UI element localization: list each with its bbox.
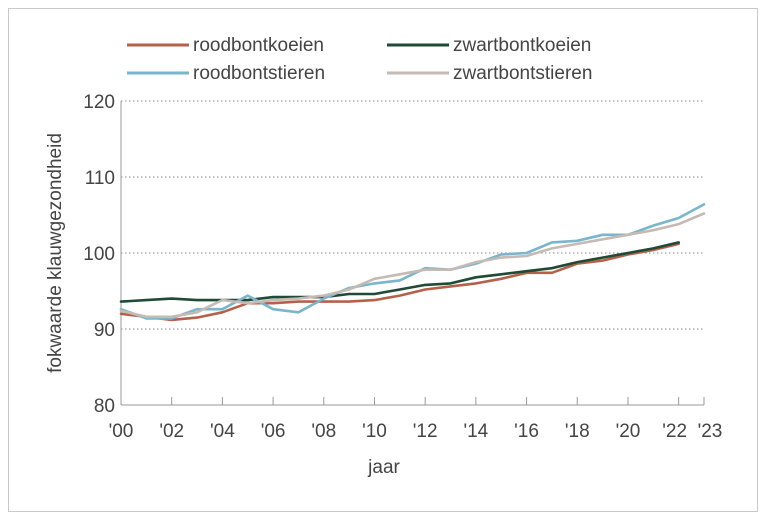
x-tick-label-2000: '00: [109, 421, 134, 442]
x-axis-title: jaar: [367, 457, 400, 478]
x-tick-label-2012: '12: [413, 421, 438, 442]
series-line-zwartbontstieren: [119, 212, 706, 319]
x-tick-label-2023: '23: [698, 421, 723, 442]
chart-frame: 80 90 100 110 120 '00 '02 '04 '06 '08 '10 '12 '14 '16…: [8, 8, 758, 512]
tick-labels: 80 90 100 110 120 '00 '02 '04 '06 '08 '10 '12 '14 '16…: [83, 92, 722, 442]
y-tick-label-120: 120: [83, 92, 115, 113]
y-axis-title: fokwaarde klauwgezondheid: [45, 133, 66, 373]
series-line-roodbontkoeien: [119, 242, 680, 322]
x-tick-label-2020: '20: [616, 421, 641, 442]
legend-label-zwartbontkoeien: zwartbontkoeien: [453, 35, 591, 56]
legend-label-roodbontkoeien: roodbontkoeien: [193, 35, 324, 56]
legend-label-zwartbontstieren: zwartbontstieren: [453, 63, 592, 84]
x-tick-label-2022: '22: [662, 421, 687, 442]
y-tick-label-100: 100: [83, 244, 115, 265]
x-tick-label-2006: '06: [261, 421, 286, 442]
series-lines: [119, 203, 706, 322]
x-tick-label-2018: '18: [565, 421, 590, 442]
x-tick-label-2010: '10: [362, 421, 387, 442]
y-tick-label-110: 110: [85, 168, 115, 189]
legend-label-roodbontstieren: roodbontstieren: [193, 63, 325, 84]
x-tick-label-2002: '02: [159, 421, 184, 442]
y-tick-label-90: 90: [94, 320, 115, 341]
x-tick-label-2016: '16: [514, 421, 539, 442]
series-line-zwartbontkoeien: [119, 241, 680, 303]
axes: [120, 101, 705, 406]
legend: roodbontkoeien zwartbontkoeien roodbontsti…: [127, 35, 592, 84]
x-tick-label-2008: '08: [311, 421, 336, 442]
line-chart: 80 90 100 110 120 '00 '02 '04 '06 '08 '10 '12 '14 '16…: [45, 35, 722, 478]
series-line-roodbontstieren: [119, 203, 706, 320]
y-tick-label-80: 80: [94, 396, 115, 417]
x-tick-label-2004: '04: [210, 421, 235, 442]
grid: [121, 100, 704, 330]
x-tick-label-2014: '14: [463, 421, 488, 442]
